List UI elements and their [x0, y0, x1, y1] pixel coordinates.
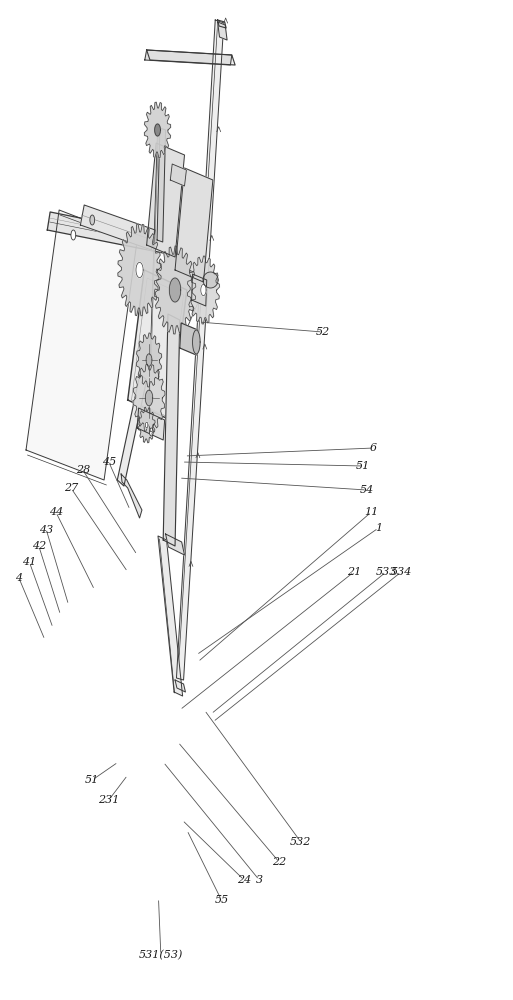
- Polygon shape: [187, 256, 220, 324]
- Polygon shape: [81, 205, 155, 250]
- Polygon shape: [121, 474, 142, 518]
- Text: 55: 55: [214, 895, 228, 905]
- Polygon shape: [128, 270, 187, 420]
- Text: 52: 52: [315, 327, 330, 337]
- Text: 24: 24: [237, 875, 251, 885]
- Text: 532: 532: [290, 837, 311, 847]
- Polygon shape: [158, 536, 183, 696]
- Polygon shape: [176, 20, 224, 680]
- Polygon shape: [47, 212, 201, 260]
- Polygon shape: [154, 246, 196, 334]
- Polygon shape: [146, 354, 152, 366]
- Polygon shape: [155, 126, 160, 134]
- Polygon shape: [191, 274, 207, 306]
- Polygon shape: [117, 374, 147, 486]
- Polygon shape: [175, 168, 213, 282]
- Polygon shape: [203, 272, 218, 288]
- Polygon shape: [163, 314, 180, 546]
- Text: 44: 44: [49, 507, 63, 517]
- Polygon shape: [118, 224, 161, 316]
- Polygon shape: [26, 210, 137, 480]
- Polygon shape: [136, 262, 143, 278]
- Polygon shape: [166, 534, 185, 555]
- Text: 42: 42: [32, 541, 46, 551]
- Text: 231: 231: [98, 795, 120, 805]
- Polygon shape: [145, 390, 153, 406]
- Polygon shape: [157, 128, 166, 242]
- Circle shape: [149, 428, 153, 436]
- Polygon shape: [136, 333, 162, 387]
- Text: 22: 22: [272, 857, 286, 867]
- Text: 45: 45: [102, 457, 116, 467]
- Text: 6: 6: [370, 443, 377, 453]
- Polygon shape: [145, 422, 148, 428]
- Text: 27: 27: [64, 483, 78, 493]
- Text: 51: 51: [85, 775, 100, 785]
- Text: 41: 41: [22, 557, 36, 567]
- Text: 531(53): 531(53): [139, 950, 183, 960]
- Polygon shape: [147, 143, 185, 257]
- Polygon shape: [218, 22, 227, 40]
- Polygon shape: [192, 330, 200, 354]
- Polygon shape: [175, 680, 185, 692]
- Polygon shape: [138, 407, 155, 443]
- Text: 54: 54: [360, 485, 374, 495]
- Polygon shape: [170, 164, 186, 186]
- Text: 51: 51: [356, 461, 370, 471]
- Text: 28: 28: [75, 465, 90, 475]
- Text: 21: 21: [347, 567, 361, 577]
- Polygon shape: [180, 323, 198, 355]
- Text: 534: 534: [390, 567, 412, 577]
- Polygon shape: [172, 283, 179, 297]
- Circle shape: [90, 215, 94, 225]
- Circle shape: [71, 230, 76, 240]
- Polygon shape: [144, 102, 171, 158]
- Polygon shape: [169, 278, 181, 302]
- Polygon shape: [155, 124, 161, 136]
- Polygon shape: [145, 50, 232, 65]
- Polygon shape: [147, 50, 235, 65]
- Text: 1: 1: [375, 523, 382, 533]
- Polygon shape: [218, 20, 226, 28]
- Text: 43: 43: [39, 525, 53, 535]
- Polygon shape: [201, 284, 206, 296]
- Polygon shape: [137, 408, 165, 440]
- Text: 3: 3: [255, 875, 263, 885]
- Polygon shape: [133, 364, 165, 432]
- Text: 533: 533: [376, 567, 397, 577]
- Text: 11: 11: [364, 507, 379, 517]
- Text: 4: 4: [15, 573, 23, 583]
